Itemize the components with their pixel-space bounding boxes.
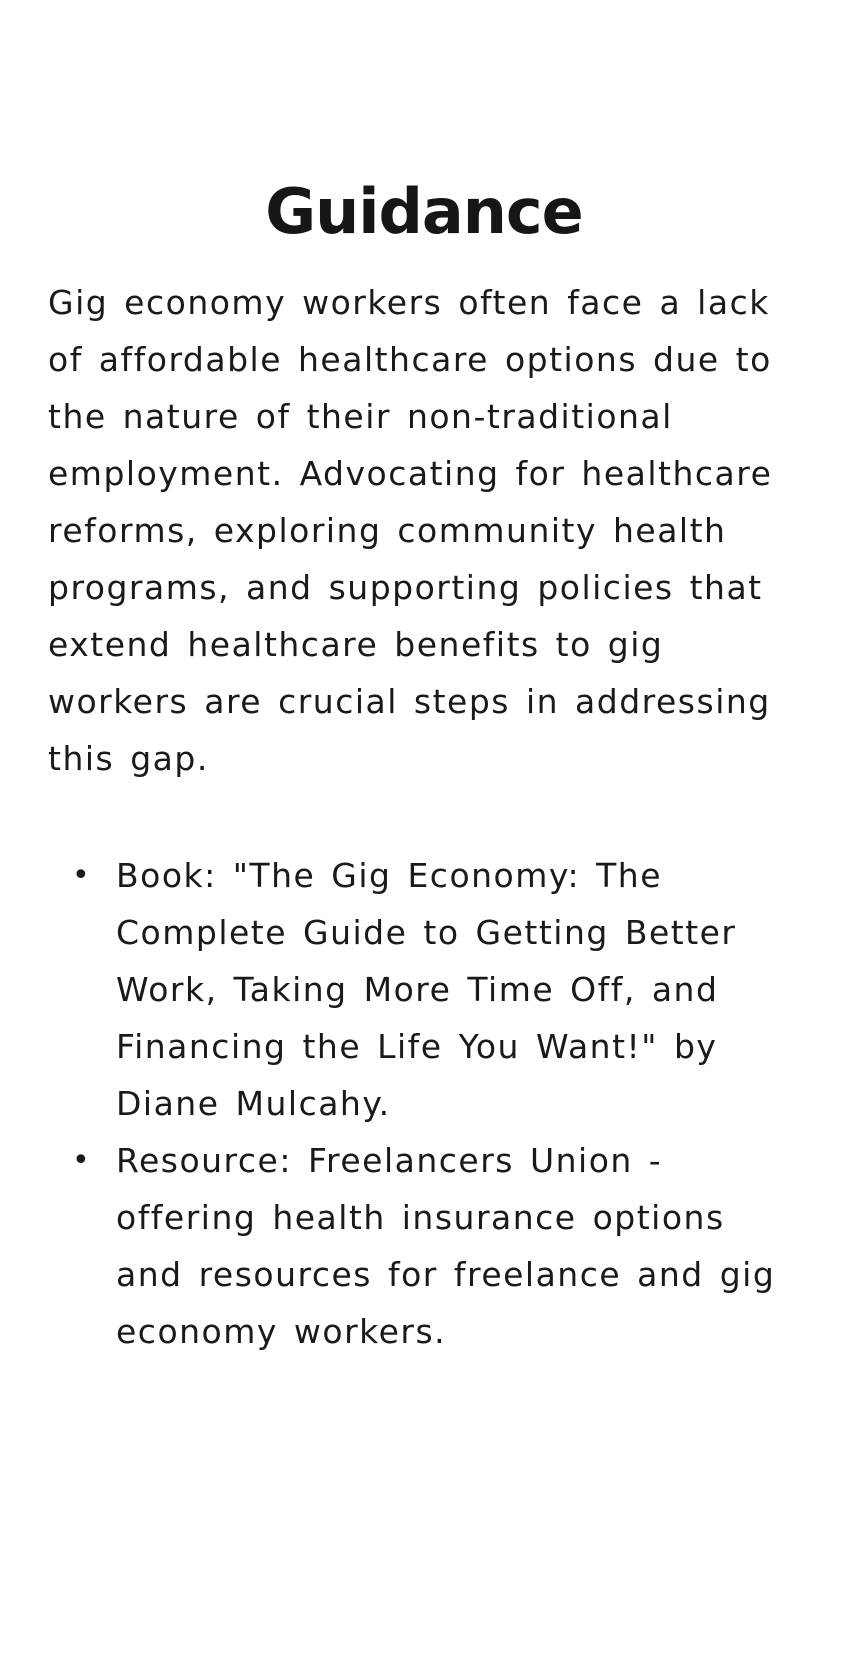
guidance-document: Guidance Gig economy workers often face … [48,172,800,1360]
bullet-icon: • [72,858,92,893]
resource-list: • Book: "The Gig Economy: The Complete G… [48,847,800,1360]
list-item-resource: • Resource: Freelancers Union - offering… [72,1132,800,1360]
list-item-text: Book: "The Gig Economy: The Complete Gui… [116,856,737,1123]
bullet-icon: • [72,1143,92,1178]
list-item-text: Resource: Freelancers Union - offering h… [116,1141,776,1351]
page-title: Guidance [265,175,583,248]
list-item-book: • Book: "The Gig Economy: The Complete G… [72,847,800,1132]
guidance-paragraph: Gig economy workers often face a lack of… [48,283,773,778]
